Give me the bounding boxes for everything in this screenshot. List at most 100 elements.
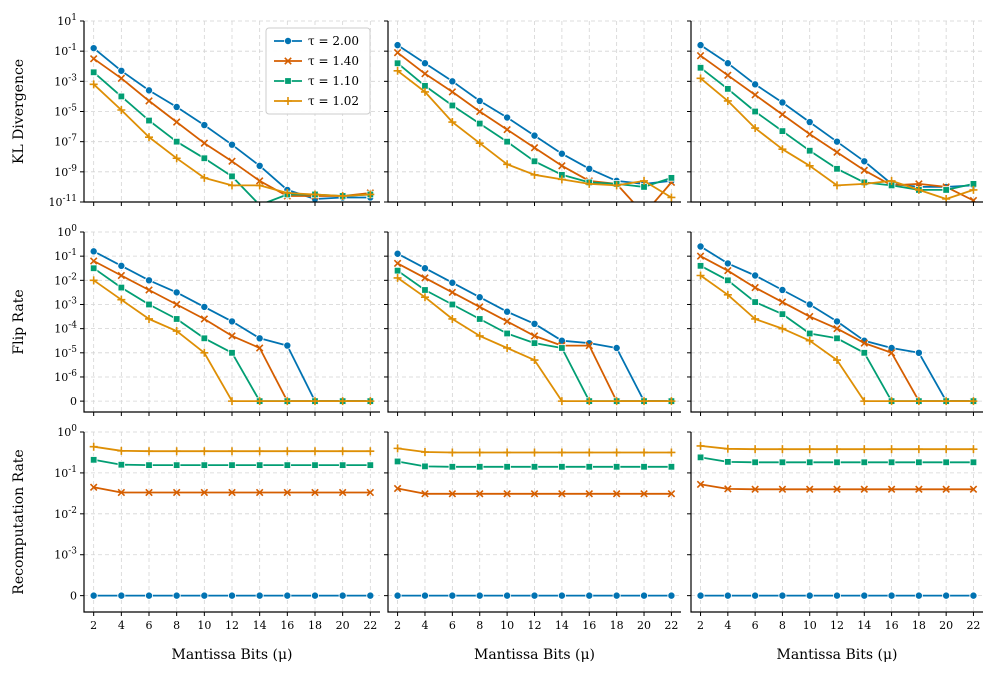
data-point-circle bbox=[833, 591, 842, 600]
data-point-plus bbox=[833, 445, 841, 454]
data-point-x bbox=[696, 480, 705, 489]
y-axis-label-row-3: Recomputation Rate bbox=[11, 449, 27, 594]
data-point-plus bbox=[805, 336, 814, 345]
legend-entry-label: τ = 1.40 bbox=[308, 54, 359, 68]
data-point-plus bbox=[751, 124, 760, 133]
data-point-square bbox=[806, 329, 814, 338]
data-point-square bbox=[696, 64, 705, 72]
data-point-plus bbox=[640, 448, 649, 457]
data-point-x bbox=[641, 211, 647, 217]
data-point-x bbox=[887, 485, 896, 494]
data-point-square bbox=[172, 137, 181, 146]
data-point-circle bbox=[420, 59, 429, 68]
data-point-plus bbox=[475, 139, 484, 148]
data-point-x bbox=[117, 271, 126, 280]
data-point-plus bbox=[778, 324, 787, 333]
y-tick-label: 10-1 bbox=[54, 465, 77, 480]
x-tick-label: 12 bbox=[528, 619, 542, 632]
data-point-plus bbox=[200, 173, 209, 182]
data-point-circle bbox=[172, 591, 181, 600]
x-tick-label: 18 bbox=[912, 619, 926, 632]
x-tick-label: 10 bbox=[803, 619, 817, 632]
data-point-plus bbox=[557, 448, 566, 457]
x-tick-label: 16 bbox=[885, 619, 899, 632]
data-point-square bbox=[476, 463, 484, 471]
data-point-circle bbox=[723, 591, 732, 600]
panel-r2-c3 bbox=[687, 231, 983, 416]
data-point-x bbox=[942, 485, 950, 494]
data-point-plus bbox=[914, 185, 923, 194]
data-point-plus bbox=[942, 397, 951, 406]
data-point-x bbox=[89, 54, 98, 63]
data-point-square bbox=[503, 463, 511, 471]
data-point-plus bbox=[172, 154, 181, 163]
data-point-plus bbox=[338, 447, 347, 456]
data-point-x bbox=[530, 143, 539, 152]
data-point-circle bbox=[117, 261, 126, 270]
x-axis-label: Mantissa Bits (μ) bbox=[776, 647, 897, 663]
data-point-circle bbox=[833, 137, 842, 146]
data-point-square bbox=[89, 68, 98, 76]
data-point-plus bbox=[393, 444, 402, 453]
data-point-plus bbox=[366, 447, 375, 456]
data-point-square bbox=[612, 463, 621, 471]
data-point-circle bbox=[227, 140, 236, 149]
data-point-square bbox=[283, 461, 292, 469]
data-point-plus bbox=[420, 293, 429, 302]
data-point-x bbox=[969, 485, 978, 494]
data-point-plus bbox=[448, 314, 457, 323]
data-point-circle bbox=[475, 293, 484, 302]
data-point-plus bbox=[887, 445, 896, 454]
data-point-circle bbox=[448, 591, 457, 600]
data-point-square bbox=[255, 461, 264, 469]
data-point-square bbox=[200, 334, 209, 343]
data-point-x bbox=[393, 484, 402, 493]
data-point-circle bbox=[751, 591, 760, 600]
data-point-circle bbox=[751, 271, 760, 280]
x-tick-label: 14 bbox=[253, 619, 267, 632]
data-point-circle bbox=[338, 591, 347, 600]
data-point-square bbox=[833, 334, 841, 343]
data-point-circle bbox=[117, 66, 126, 75]
y-axis-label-row-2: Flip Rate bbox=[11, 289, 27, 354]
data-point-circle bbox=[667, 591, 676, 600]
data-point-plus bbox=[640, 176, 649, 185]
x-tick-label: 10 bbox=[500, 619, 514, 632]
data-point-square bbox=[778, 127, 787, 135]
data-point-plus bbox=[914, 397, 923, 406]
data-point-square bbox=[667, 463, 676, 471]
data-point-x bbox=[696, 51, 705, 60]
data-point-plus bbox=[778, 445, 787, 454]
data-point-circle bbox=[503, 113, 512, 122]
data-point-plus bbox=[338, 191, 347, 200]
data-point-plus bbox=[833, 356, 841, 365]
series-group bbox=[393, 41, 676, 217]
x-tick-label: 12 bbox=[225, 619, 239, 632]
data-point-square bbox=[448, 300, 457, 309]
data-point-circle bbox=[172, 288, 181, 297]
y-tick-label: 0 bbox=[70, 395, 77, 408]
data-point-x bbox=[421, 490, 429, 498]
data-point-circle bbox=[530, 319, 539, 328]
data-point-plus bbox=[696, 271, 705, 280]
data-point-circle bbox=[200, 121, 209, 130]
data-point-plus bbox=[612, 448, 621, 457]
data-point-x bbox=[887, 349, 896, 357]
data-point-x bbox=[751, 91, 759, 99]
y-tick-label: 10-1 bbox=[54, 248, 77, 263]
y-tick-label: 100 bbox=[57, 224, 77, 239]
x-axis-label: Mantissa Bits (μ) bbox=[474, 647, 595, 663]
legend-box bbox=[265, 27, 371, 115]
legend-marker-plus bbox=[284, 97, 292, 105]
data-point-square bbox=[117, 461, 126, 469]
data-point-square bbox=[558, 463, 566, 471]
data-point-circle bbox=[255, 161, 264, 170]
data-point-x bbox=[448, 88, 457, 96]
panel-r2-c1: 100 10-1 10-2 10-3 10-4 10-5 10-6 0 bbox=[54, 224, 380, 416]
data-point-circle bbox=[393, 591, 402, 600]
data-point-x bbox=[860, 166, 869, 175]
panel-r3-c1: 100 10-1 10-2 10-3 0 2 4 6 8 10 12 14 16 18 20 22 Mantis… bbox=[54, 424, 380, 663]
data-point-square bbox=[200, 461, 209, 469]
data-point-x bbox=[172, 300, 181, 309]
data-point-plus bbox=[172, 447, 181, 456]
